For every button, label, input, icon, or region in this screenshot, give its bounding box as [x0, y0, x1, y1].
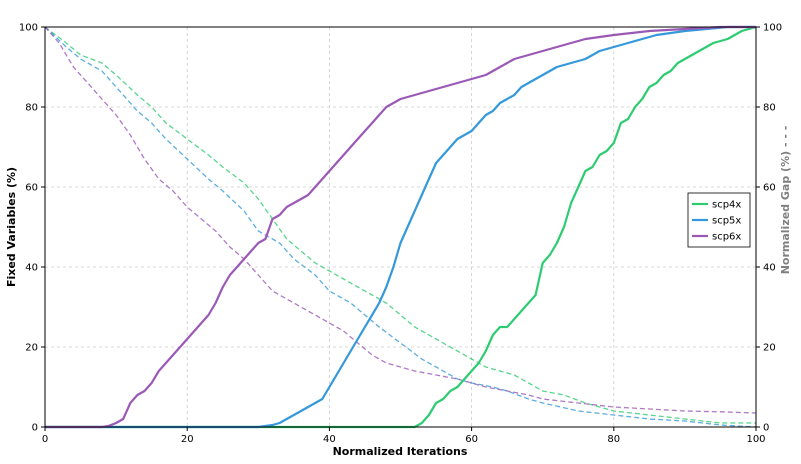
y-left-tick-label: 80: [25, 103, 38, 114]
gap-series-group: [44, 26, 757, 428]
fixed-line-scp6x: [45, 25, 756, 429]
legend: scp4x scp5x scp6x: [687, 192, 751, 248]
y-right-tick-label: 100: [763, 23, 782, 34]
x-tick-label: 40: [323, 434, 336, 445]
y-right-tick-label: 80: [763, 103, 776, 114]
x-tick-label: 60: [465, 434, 478, 445]
legend-label-scp6x: scp6x: [712, 232, 741, 243]
y-right-axis-ticks: 0 20 40 60 80 100: [756, 23, 782, 434]
y-left-axis-ticks: 0 20 40 60 80 100: [19, 23, 45, 434]
x-axis-title: Normalized Iterations: [333, 445, 468, 458]
fixed-line-scp4x: [45, 25, 757, 429]
fixed-line-scp5x: [45, 25, 756, 429]
y-left-tick-label: 40: [25, 263, 38, 274]
y-right-axis-title: Normalized Gap (%) - - -: [779, 126, 792, 275]
y-right-tick-label: 0: [763, 423, 769, 434]
x-tick-label: 100: [746, 434, 765, 445]
y-left-axis-title: Fixed Variables (%): [5, 167, 18, 287]
x-tick-label: 20: [181, 434, 194, 445]
y-right-tick-label: 40: [763, 263, 776, 274]
y-right-tick-label: 20: [763, 343, 776, 354]
x-tick-label: 80: [607, 434, 620, 445]
plot-frame: [44, 26, 757, 428]
gap-line-scp6x: [44, 26, 757, 414]
x-tick-label: 0: [42, 434, 48, 445]
y-left-tick-label: 20: [25, 343, 38, 354]
fixed-variables-series-group: [45, 25, 757, 429]
legend-label-scp5x: scp5x: [712, 216, 741, 227]
legend-label-scp4x: scp4x: [712, 200, 741, 211]
y-left-tick-label: 0: [32, 423, 38, 434]
y-left-tick-label: 100: [19, 23, 38, 34]
y-right-tick-label: 60: [763, 183, 776, 194]
gap-line-scp4x: [44, 26, 756, 424]
x-axis-ticks: 0 20 40 60 80 100: [42, 427, 766, 445]
gap-line-scp5x: [44, 26, 757, 428]
y-left-tick-label: 60: [25, 183, 38, 194]
